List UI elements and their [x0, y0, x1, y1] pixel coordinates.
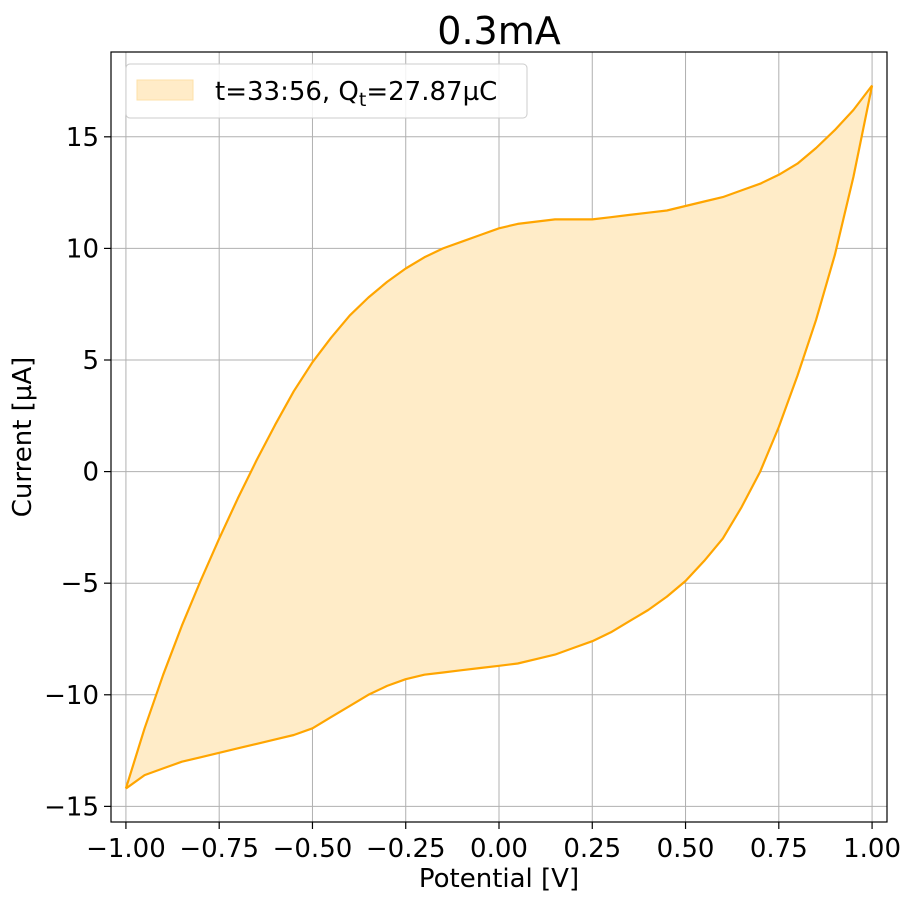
x-axis-label: Potential [V]: [419, 864, 579, 894]
y-tick-label: −15: [44, 792, 99, 822]
y-axis-label: Current [µA]: [8, 357, 38, 518]
x-tick-label: 0.75: [750, 834, 808, 864]
legend-label-main: t=33:56, Q: [215, 77, 359, 107]
y-tick-label: 15: [66, 123, 99, 153]
x-tick-label: −0.50: [273, 834, 353, 864]
x-tick-label: −1.00: [86, 834, 166, 864]
y-tick-label: 10: [66, 234, 99, 264]
y-tick-label: 0: [82, 458, 99, 488]
cv-lower-line: [125, 85, 874, 790]
y-tick-label: −5: [61, 569, 99, 599]
cv-fill-area: [125, 85, 873, 789]
legend-label-tail: =27.87µC: [366, 77, 497, 107]
x-tick-label: 0.00: [470, 834, 528, 864]
cv-upper-line: [124, 84, 873, 789]
x-tick-label: 1.00: [843, 834, 901, 864]
legend-frame: [125, 63, 528, 119]
x-axis: −1.00 −0.75 −0.50 −0.25 0.00 0.25 0.50 0.75 1.00: [86, 822, 901, 864]
legend-label: t=33:56, Qt=27.87µC: [215, 77, 497, 111]
x-tick-label: 0.50: [657, 834, 715, 864]
legend-swatch: [136, 79, 194, 101]
chart-title: 0.3mA: [437, 9, 560, 53]
x-tick-label: −0.25: [366, 834, 446, 864]
y-tick-label: 5: [82, 346, 99, 376]
plot-area: [124, 84, 874, 790]
legend: t=33:56, Qt=27.87µC: [125, 63, 528, 119]
legend-label-subscript: t: [359, 89, 366, 111]
y-tick-label: −10: [44, 681, 99, 711]
x-tick-label: −0.75: [179, 834, 259, 864]
y-axis: −15 −10 −5 0 5 10 15: [44, 123, 111, 822]
x-tick-label: 0.25: [563, 834, 621, 864]
